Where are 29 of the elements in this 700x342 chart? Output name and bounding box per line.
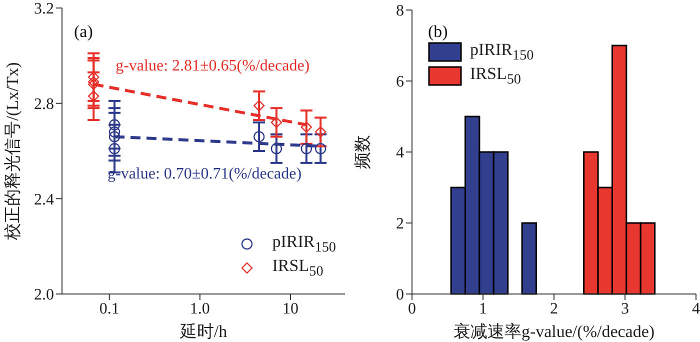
x-tick-label: 3 (621, 300, 629, 318)
y-axis-title: 频数 (353, 135, 372, 169)
x-tick-label: 4 (692, 300, 700, 318)
x-tick-label: 0.1 (99, 300, 120, 318)
y-tick-label: 0 (396, 286, 404, 304)
legend-label: IRSL$_{50}$ (470, 64, 521, 88)
x-axis-title: 延时/h (178, 322, 228, 341)
annotation: g-value: 0.70±0.71(%/decade) (108, 166, 302, 183)
x-tick-label: 2 (550, 300, 558, 318)
y-tick-label: 2.0 (34, 286, 54, 304)
legend-label: pIRIR$_{150}$ (470, 40, 534, 64)
annotation: (b) (428, 22, 448, 42)
y-tick-label: 2.4 (34, 191, 54, 208)
x-tick-label: 1 (479, 300, 487, 318)
y-tick-label: 6 (396, 74, 404, 91)
y-axis-title: 校正的释光信号/(Lx/Tx) (3, 62, 22, 241)
annotation: (a) (74, 22, 93, 42)
y-tick-label: 2.8 (34, 96, 54, 114)
legend-label: pIRIR$_{150}$ (272, 232, 336, 256)
y-tick-label: 8 (396, 2, 404, 20)
y-tick-label: 2 (396, 216, 404, 233)
annotation: g-value: 2.81±0.65(%/decade) (116, 57, 310, 74)
legend-label: IRSL$_{50}$ (272, 256, 324, 280)
x-axis-title: 衰减速率g-value/(%/decade) (453, 322, 655, 341)
x-tick-label: 0 (408, 300, 416, 318)
x-tick-label: 1.0 (190, 300, 210, 318)
y-tick-label: 4 (396, 144, 404, 162)
x-tick-label: 10 (282, 300, 298, 318)
y-tick-label: 3.2 (34, 0, 54, 18)
